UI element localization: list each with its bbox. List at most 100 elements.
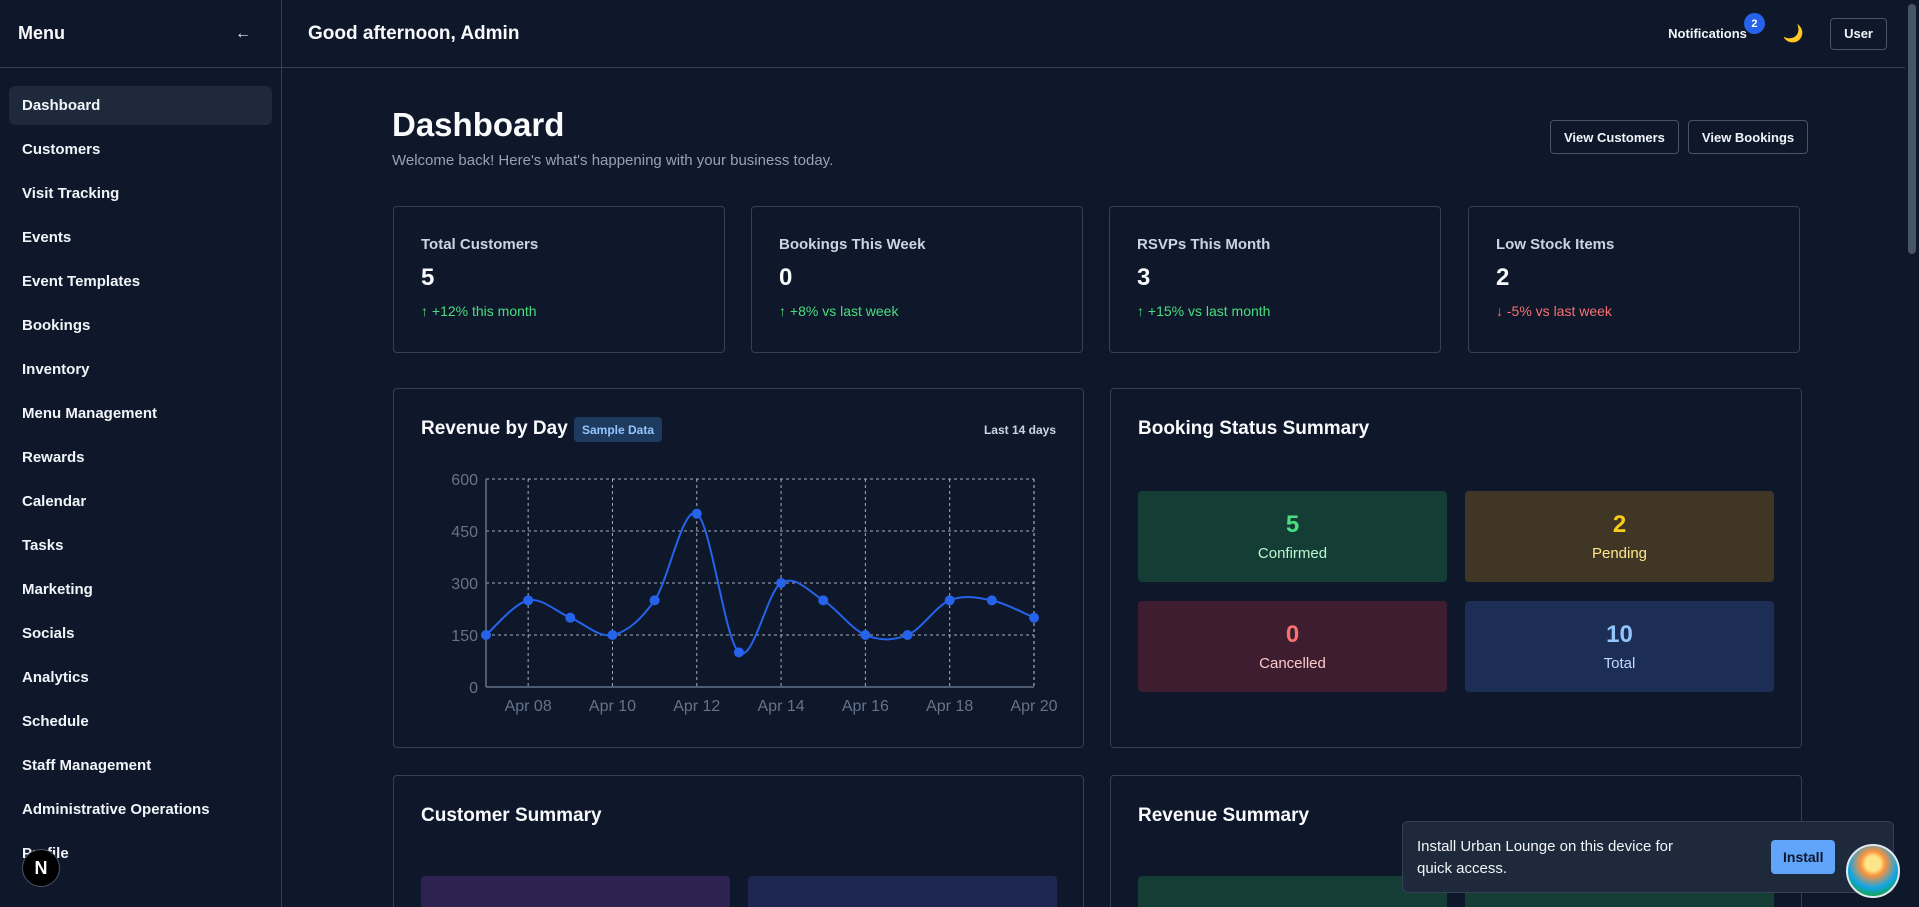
chart-data-point xyxy=(1029,612,1039,623)
scrollbar-thumb[interactable] xyxy=(1908,4,1916,254)
moon-icon[interactable]: 🌙 xyxy=(1782,23,1805,43)
stat-card-low-stock-items: Low Stock Items 2 ↓ -5% vs last week xyxy=(1468,206,1800,353)
chart-data-point xyxy=(649,595,660,606)
chart-x-tick-label: Apr 12 xyxy=(673,698,720,715)
stat-value: 2 xyxy=(1496,264,1510,291)
sidebar-item-menu-management[interactable]: Menu Management xyxy=(22,405,158,422)
panel-title: Booking Status Summary xyxy=(1138,418,1370,439)
sidebar-nav: Dashboard Customers Visit Tracking Event… xyxy=(0,68,281,873)
chart-data-point xyxy=(607,630,618,640)
sidebar-item-tasks[interactable]: Tasks xyxy=(22,537,64,554)
install-prompt-toast: Install Urban Lounge on this device for … xyxy=(1402,821,1894,893)
stat-value: 3 xyxy=(1137,264,1151,291)
booking-status-panel: Booking Status Summary 5 Confirmed 2 Pen… xyxy=(1110,388,1802,748)
chart-x-tick-label: Apr 18 xyxy=(926,698,973,715)
sidebar-title: Menu xyxy=(18,23,65,43)
greeting: Good afternoon, Admin xyxy=(308,22,520,44)
dev-tools-badge[interactable]: N xyxy=(22,849,60,887)
sidebar-item-inventory[interactable]: Inventory xyxy=(22,361,90,378)
chart-data-point xyxy=(565,612,576,623)
chart-x-tick-label: Apr 20 xyxy=(1010,698,1057,715)
sidebar-item-visit-tracking[interactable]: Visit Tracking xyxy=(22,185,120,202)
panel-title: Customer Summary xyxy=(421,805,602,826)
sidebar-item-socials[interactable]: Socials xyxy=(22,625,75,642)
revenue-by-day-panel: Revenue by Day Sample Data Last 14 days … xyxy=(393,388,1084,748)
sidebar: Menu ← Dashboard Customers Visit Trackin… xyxy=(0,0,282,907)
stat-change: ↑ +15% vs last month xyxy=(1137,303,1271,319)
stat-change: ↓ -5% vs last week xyxy=(1496,303,1612,319)
customer-summary-tile xyxy=(748,876,1057,907)
view-bookings-button[interactable]: View Bookings xyxy=(1687,120,1809,154)
chart-series-line xyxy=(485,512,1035,655)
revenue-summary-tile xyxy=(1138,876,1447,907)
view-customers-button[interactable]: View Customers xyxy=(1550,120,1679,154)
sidebar-item-administrative-operations[interactable]: Administrative Operations xyxy=(22,801,210,818)
chart-y-tick-label: 450 xyxy=(451,524,478,541)
tile-value: 2 xyxy=(1612,511,1627,538)
chart-x-tick-label: Apr 08 xyxy=(505,698,552,715)
scrollbar[interactable] xyxy=(1905,0,1919,907)
sidebar-item-analytics[interactable]: Analytics xyxy=(22,669,89,686)
tile-value: 10 xyxy=(1606,621,1633,648)
chart-data-point xyxy=(776,578,787,588)
tile-label: Confirmed xyxy=(1257,545,1328,562)
chart-y-tick-label: 300 xyxy=(451,576,478,593)
chart-y-tick-label: 600 xyxy=(451,472,478,489)
tile-label: Cancelled xyxy=(1259,655,1326,672)
chart-x-tick-label: Apr 16 xyxy=(842,698,889,715)
sidebar-item-rewards[interactable]: Rewards xyxy=(22,449,85,466)
revenue-line-chart: 0 150 300 450 600 Apr 08 Apr 10 Apr 12 Apr 14 Apr… xyxy=(451,472,1057,715)
tile-label: Pending xyxy=(1591,545,1648,562)
customer-summary-panel: Customer Summary xyxy=(393,775,1084,907)
stat-card-total-customers: Total Customers 5 ↑ +12% this month xyxy=(393,206,725,353)
date-range-label: Last 14 days xyxy=(983,423,1056,437)
chart-data-point xyxy=(944,595,955,606)
notifications-count-badge: 2 xyxy=(1743,13,1765,34)
tile-value: 5 xyxy=(1285,511,1300,538)
stat-label: Total Customers xyxy=(421,236,539,253)
sidebar-item-events[interactable]: Events xyxy=(22,229,72,246)
chart-x-tick-label: Apr 10 xyxy=(589,698,636,715)
sidebar-item-schedule[interactable]: Schedule xyxy=(22,713,89,730)
app-logo-icon[interactable] xyxy=(1846,844,1900,898)
chart-data-point xyxy=(818,595,829,606)
stat-value: 0 xyxy=(779,264,793,291)
chart-data-point xyxy=(691,508,702,519)
notifications-label: Notifications xyxy=(1668,26,1747,41)
sidebar-item-staff-management[interactable]: Staff Management xyxy=(22,757,152,774)
panel-title: Revenue by Day xyxy=(421,418,568,439)
main-content: Dashboard Welcome back! Here's what's ha… xyxy=(392,68,1802,206)
topbar-actions: Notifications 2 🌙 User xyxy=(1668,13,1887,50)
chart-data-point xyxy=(733,647,744,658)
chart-y-tick-label: 0 xyxy=(469,680,478,697)
tile-label: Total xyxy=(1603,655,1636,672)
chart-x-tick-label: Apr 14 xyxy=(758,698,805,715)
notifications-button[interactable]: Notifications 2 xyxy=(1668,13,1765,41)
sample-data-badge: Sample Data xyxy=(574,417,663,442)
sidebar-item-event-templates[interactable]: Event Templates xyxy=(22,273,141,290)
sidebar-header: Menu ← xyxy=(0,0,281,68)
header-actions: View Customers View Bookings xyxy=(1550,120,1809,154)
stat-label: Bookings This Week xyxy=(779,236,926,253)
stat-value: 5 xyxy=(421,264,435,291)
install-prompt-text: Install Urban Lounge on this device for … xyxy=(1417,838,1673,877)
sidebar-item-marketing[interactable]: Marketing xyxy=(22,581,93,598)
status-tile-confirmed: 5 Confirmed xyxy=(1138,491,1447,582)
user-button[interactable]: User xyxy=(1830,17,1887,50)
sidebar-item-calendar[interactable]: Calendar xyxy=(22,493,87,510)
sidebar-item-bookings[interactable]: Bookings xyxy=(22,317,91,334)
stat-label: Low Stock Items xyxy=(1496,236,1615,253)
status-tile-total: 10 Total xyxy=(1465,601,1774,692)
arrow-left-icon[interactable]: ← xyxy=(235,24,251,42)
topbar: Good afternoon, Admin Notifications 2 🌙 … xyxy=(282,0,1919,68)
sidebar-item-customers[interactable]: Customers xyxy=(22,141,101,158)
page-header: Dashboard Welcome back! Here's what's ha… xyxy=(392,68,1802,206)
chart-data-point xyxy=(523,595,534,606)
chart-data-point xyxy=(902,630,913,640)
sidebar-item-dashboard[interactable]: Dashboard xyxy=(9,86,272,125)
stat-change: ↑ +8% vs last week xyxy=(779,303,899,319)
status-tile-pending: 2 Pending xyxy=(1465,491,1774,582)
install-button[interactable]: Install xyxy=(1771,840,1836,874)
chart-data-point xyxy=(986,595,997,606)
page-title: Dashboard xyxy=(392,106,565,143)
